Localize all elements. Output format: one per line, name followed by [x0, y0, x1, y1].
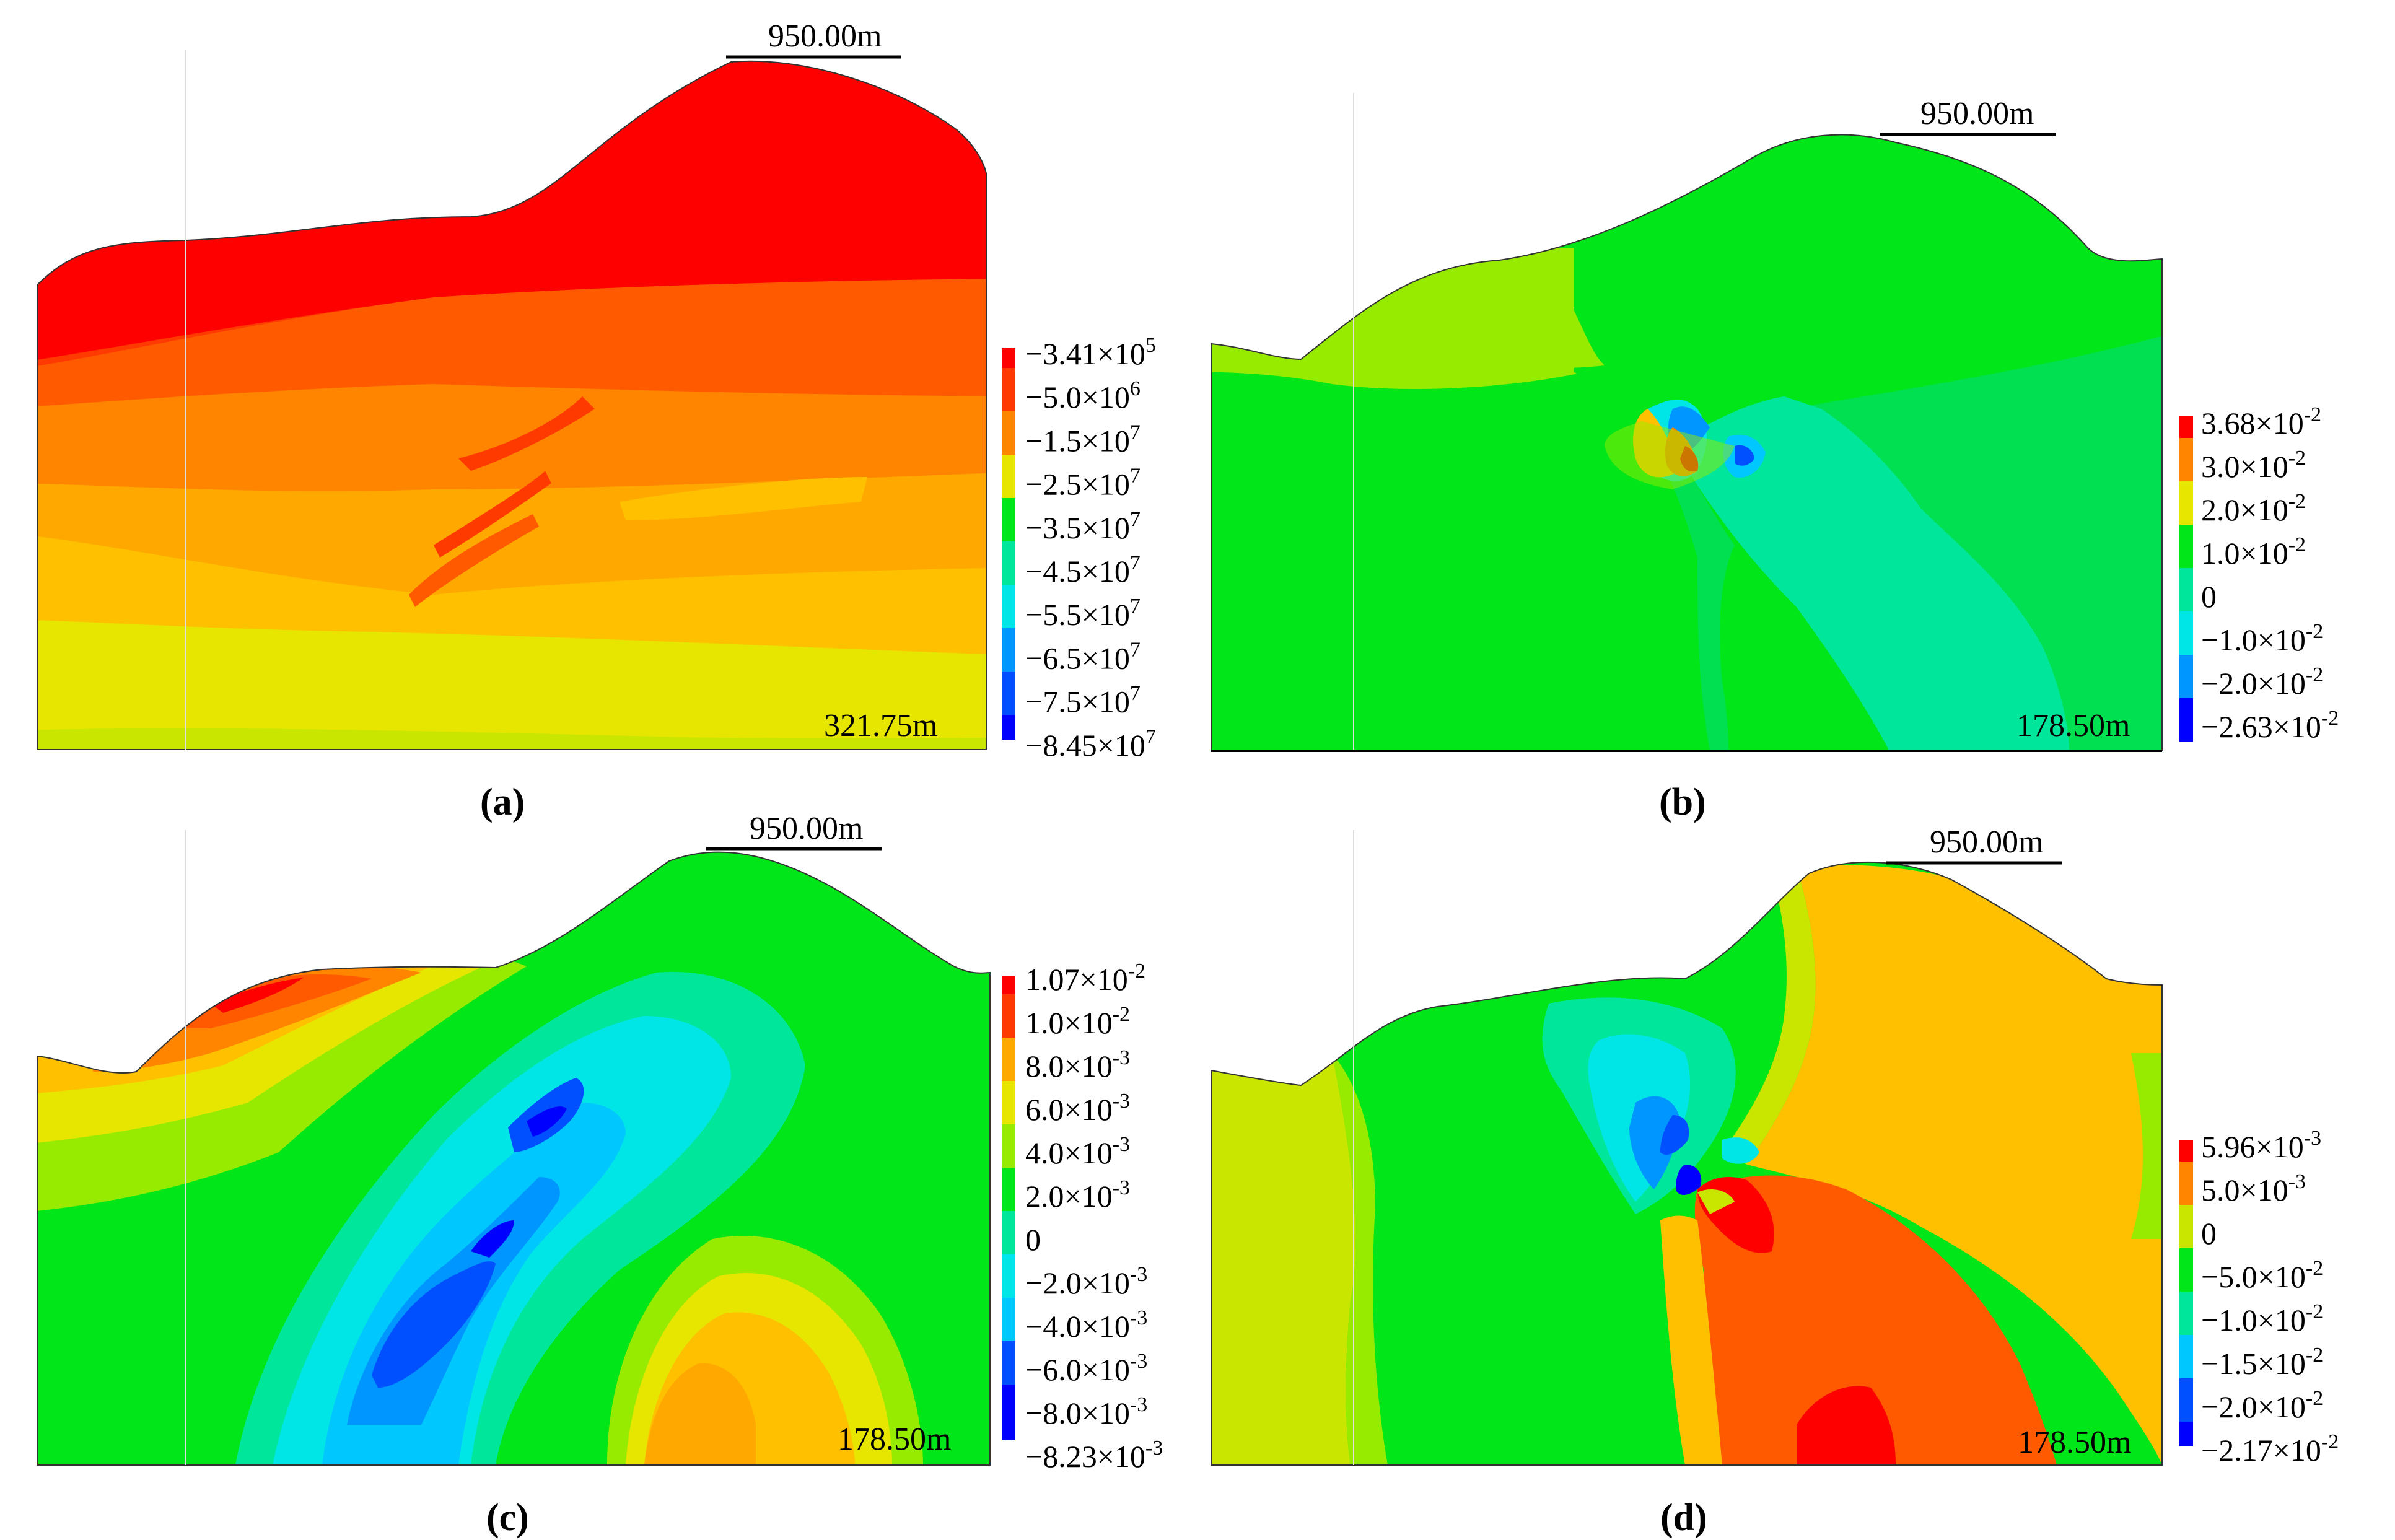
panel-d-colorbar [2179, 1140, 2193, 1446]
legend-tick-label: −5.0×10-2 [2201, 1257, 2323, 1294]
legend-tick-label: −1.5×107 [1025, 421, 1141, 458]
legend-tick-label: 1.07×10-2 [1025, 960, 1145, 997]
panel-b-legend: 3.68×10-2 3.0×10-2 2.0×10-2 1.0×10-2 0 −1.0×1… [2201, 403, 2339, 744]
legend-tick-label: −3.5×107 [1025, 508, 1141, 545]
panel-a-label: (a) [480, 781, 525, 823]
legend-tick-label: −1.5×10-2 [2201, 1344, 2323, 1381]
panel-b-label: (b) [1659, 781, 1706, 823]
legend-tick-label: −4.5×107 [1025, 551, 1141, 588]
legend-tick-label: −2.0×10-2 [2201, 663, 2323, 701]
legend-tick-label: −8.45×107 [1025, 725, 1156, 763]
legend-tick-label: 2.0×10-2 [2201, 490, 2306, 527]
panel-c-colorbar [1002, 976, 1015, 1440]
legend-tick-label: 0 [2201, 1216, 2217, 1251]
panel-d-legend: 5.96×10-3 5.0×10-3 0 −5.0×10-2 −1.0×10-2 −1.5… [2201, 1127, 2339, 1468]
legend-tick-label: −2.0×10-2 [2201, 1387, 2323, 1424]
panel-c-label: (c) [486, 1497, 529, 1539]
legend-tick-label: −2.17×10-2 [2201, 1430, 2339, 1468]
panel-b-scale-label: 950.00m [1920, 96, 2034, 131]
legend-tick-label: 0 [1025, 1222, 1041, 1257]
panel-b-contour [1211, 134, 2162, 751]
panel-d-outline [1211, 861, 2163, 1466]
panel-a-colorbar [1002, 348, 1015, 740]
panel-d-scale-label: 950.00m [1930, 825, 2043, 860]
legend-tick-label: −1.0×10-2 [2201, 1300, 2323, 1337]
legend-tick-label: −3.41×105 [1025, 334, 1156, 371]
panel-b-depth: 178.50m [2016, 708, 2130, 743]
panel-a-outline [37, 60, 987, 750]
panel-a-depth: 321.75m [824, 708, 937, 743]
legend-tick-label: −7.5×107 [1025, 682, 1141, 719]
panel-c-outline [37, 851, 991, 1466]
panel-d-label: (d) [1660, 1497, 1707, 1539]
panel-d-depth: 178.50m [2018, 1425, 2131, 1460]
legend-tick-label: −8.0×10-3 [1025, 1393, 1147, 1430]
legend-tick-label: −2.5×107 [1025, 465, 1141, 502]
panel-a-scale-label: 950.00m [768, 19, 882, 54]
panel-b-outline [1211, 134, 2163, 751]
legend-tick-label: −8.23×10-3 [1025, 1437, 1163, 1474]
legend-tick-label: 8.0×10-3 [1025, 1046, 1130, 1083]
legend-tick-label: −5.5×107 [1025, 595, 1141, 632]
panel-c-legend: 1.07×10-2 1.0×10-2 8.0×10-3 6.0×10-3 4.0×10-… [1025, 960, 1163, 1474]
legend-tick-label: −2.63×10-2 [2201, 707, 2339, 744]
legend-tick-label: −2.0×10-3 [1025, 1263, 1147, 1300]
panel-a-contour [37, 61, 986, 750]
legend-tick-label: −5.0×106 [1025, 377, 1141, 414]
legend-tick-label: 2.0×10-3 [1025, 1176, 1130, 1214]
legend-tick-label: −6.5×107 [1025, 638, 1141, 675]
panel-b-colorbar [2179, 416, 2193, 742]
legend-tick-label: 3.68×10-2 [2201, 403, 2321, 440]
legend-tick-label: −6.0×10-3 [1025, 1350, 1147, 1387]
panel-c-scale-label: 950.00m [750, 811, 863, 846]
legend-tick-label: 3.0×10-2 [2201, 447, 2306, 484]
legend-tick-label: 4.0×10-3 [1025, 1133, 1130, 1170]
panel-c-depth: 178.50m [838, 1422, 951, 1457]
legend-tick-label: −1.0×10-2 [2201, 620, 2323, 657]
legend-tick-label: 1.0×10-2 [1025, 1003, 1130, 1040]
legend-tick-label: 6.0×10-3 [1025, 1090, 1130, 1127]
legend-tick-label: 1.0×10-2 [2201, 533, 2306, 571]
legend-tick-label: 0 [2201, 579, 2217, 614]
panel-a-legend: −3.41×105 −5.0×106 −1.5×107 −2.5×107 −3.5×10… [1025, 334, 1156, 763]
legend-tick-label: 5.96×10-3 [2201, 1127, 2321, 1164]
legend-tick-label: 5.0×10-3 [2201, 1170, 2306, 1207]
legend-tick-label: −4.0×10-3 [1025, 1306, 1147, 1344]
